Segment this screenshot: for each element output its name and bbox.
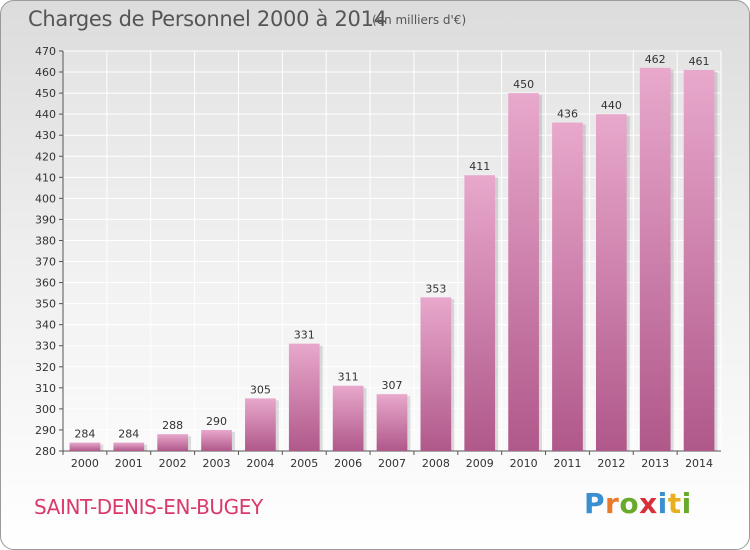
x-tick-label: 2011 (553, 457, 581, 470)
x-tick-label: 2003 (203, 457, 231, 470)
data-label: 411 (469, 160, 490, 173)
y-tick-label: 400 (35, 192, 56, 205)
x-tick-label: 2005 (290, 457, 318, 470)
data-label: 440 (601, 99, 622, 112)
x-tick-label: 2006 (334, 457, 362, 470)
y-tick-label: 280 (35, 445, 56, 458)
bar (639, 67, 671, 451)
y-tick-label: 360 (35, 277, 56, 290)
x-tick-label: 2007 (378, 457, 406, 470)
y-tick-label: 440 (35, 108, 56, 121)
chart-title: Charges de Personnel 2000 à 2014 (28, 7, 387, 31)
y-tick-label: 310 (35, 382, 56, 395)
y-tick-label: 420 (35, 150, 56, 163)
y-tick-label: 290 (35, 424, 56, 437)
data-label: 436 (557, 108, 578, 121)
bar (113, 442, 145, 451)
data-labels: 284 284 288 290 305 331 311 307 353 411 450 436 440 4… (74, 53, 709, 441)
x-tick-label: 2000 (71, 457, 99, 470)
x-tick-label: 2008 (422, 457, 450, 470)
y-tick-label: 410 (35, 171, 56, 184)
bar (332, 385, 364, 451)
x-tick-label: 2010 (510, 457, 538, 470)
bar (508, 93, 539, 452)
bar (201, 429, 232, 451)
x-tick-label: 2012 (597, 457, 625, 470)
data-label: 461 (689, 55, 710, 68)
y-tick-label: 300 (35, 403, 56, 416)
data-label: 331 (294, 329, 315, 342)
x-tick-label: 2002 (159, 457, 187, 470)
bar (157, 434, 189, 451)
commune-name: SAINT-DENIS-EN-BUGEY (34, 495, 263, 519)
chart-unit: (en milliers d'€) (372, 13, 467, 27)
data-label: 284 (74, 428, 95, 441)
y-tick-label: 470 (35, 45, 56, 58)
x-tick-label: 2014 (685, 457, 713, 470)
data-label: 311 (338, 371, 359, 384)
data-label: 450 (513, 78, 534, 91)
bar (420, 297, 452, 451)
bar (464, 175, 496, 452)
bar (376, 394, 408, 451)
x-tick-label: 2013 (641, 457, 669, 470)
y-tick-label: 370 (35, 256, 56, 269)
data-label: 353 (425, 282, 446, 295)
bar (245, 398, 276, 451)
bar (552, 122, 583, 451)
x-tick-label: 2001 (115, 457, 143, 470)
y-tick-label: 380 (35, 234, 56, 247)
bar (683, 69, 715, 452)
data-label: 288 (162, 419, 183, 432)
bars (69, 67, 718, 452)
x-tick-label: 2004 (246, 457, 274, 470)
data-label: 290 (206, 415, 227, 428)
y-tick-label: 350 (35, 298, 56, 311)
y-tick-label: 320 (35, 361, 56, 374)
bar (69, 442, 101, 451)
y-tick-label: 430 (35, 129, 56, 142)
y-tick-label: 390 (35, 213, 56, 226)
data-label: 307 (382, 379, 403, 392)
data-label: 284 (118, 428, 139, 441)
y-tick-label: 460 (35, 66, 56, 79)
bar (288, 343, 320, 451)
y-tick-label: 340 (35, 319, 56, 332)
data-label: 462 (645, 53, 666, 66)
proxiti-logo: Proxiti (584, 487, 692, 520)
y-tick-label: 330 (35, 340, 56, 353)
y-tick-label: 450 (35, 87, 56, 100)
x-tick-label: 2009 (466, 457, 494, 470)
bar (595, 114, 627, 451)
data-label: 305 (250, 383, 271, 396)
